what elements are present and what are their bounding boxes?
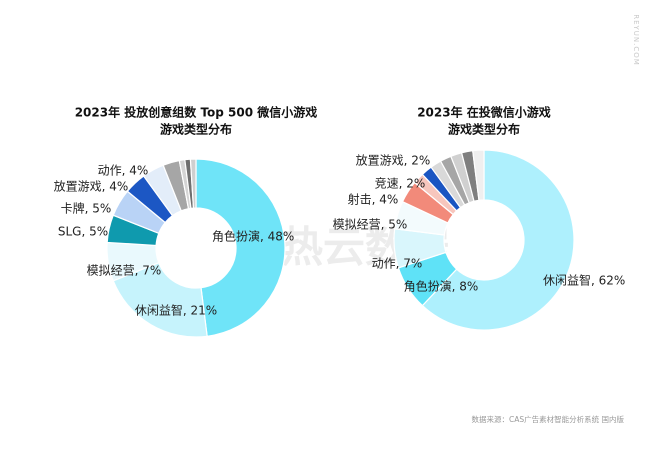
data-label: 角色扮演, 48% — [212, 229, 294, 244]
data-label: 休闲益智, 62% — [543, 273, 625, 288]
chart-title: 2023年 投放创意组数 Top 500 微信小游戏 — [75, 105, 318, 120]
chart-title: 游戏类型分布 — [160, 122, 232, 137]
data-label: 模拟经营, 5% — [333, 218, 408, 232]
data-label: SLG, 5% — [58, 225, 108, 239]
data-label: 放置游戏, 4% — [54, 179, 129, 194]
pie-slice — [421, 149, 575, 331]
data-label: 竞速, 2% — [375, 177, 426, 191]
pie-slice — [195, 158, 286, 337]
data-label: 动作, 7% — [372, 257, 423, 271]
data-label: 模拟经营, 7% — [87, 264, 162, 278]
data-label: 放置游戏, 2% — [356, 153, 431, 168]
data-label: 角色扮演, 8% — [404, 279, 479, 294]
data-label: 休闲益智, 21% — [135, 303, 217, 318]
site-mark: REYUN.COM — [632, 14, 640, 66]
chart-title: 2023年 在投微信小游戏 — [417, 105, 551, 120]
data-label: 卡牌, 5% — [61, 202, 112, 216]
pie-slice — [189, 158, 197, 209]
data-label: 动作, 4% — [98, 164, 149, 178]
source-note: 数据来源：CAS广告素材智能分析系统 国内版 — [471, 414, 624, 424]
data-label: 射击, 4% — [348, 192, 399, 207]
chart-title: 游戏类型分布 — [448, 122, 520, 137]
pie-slice — [472, 149, 485, 201]
